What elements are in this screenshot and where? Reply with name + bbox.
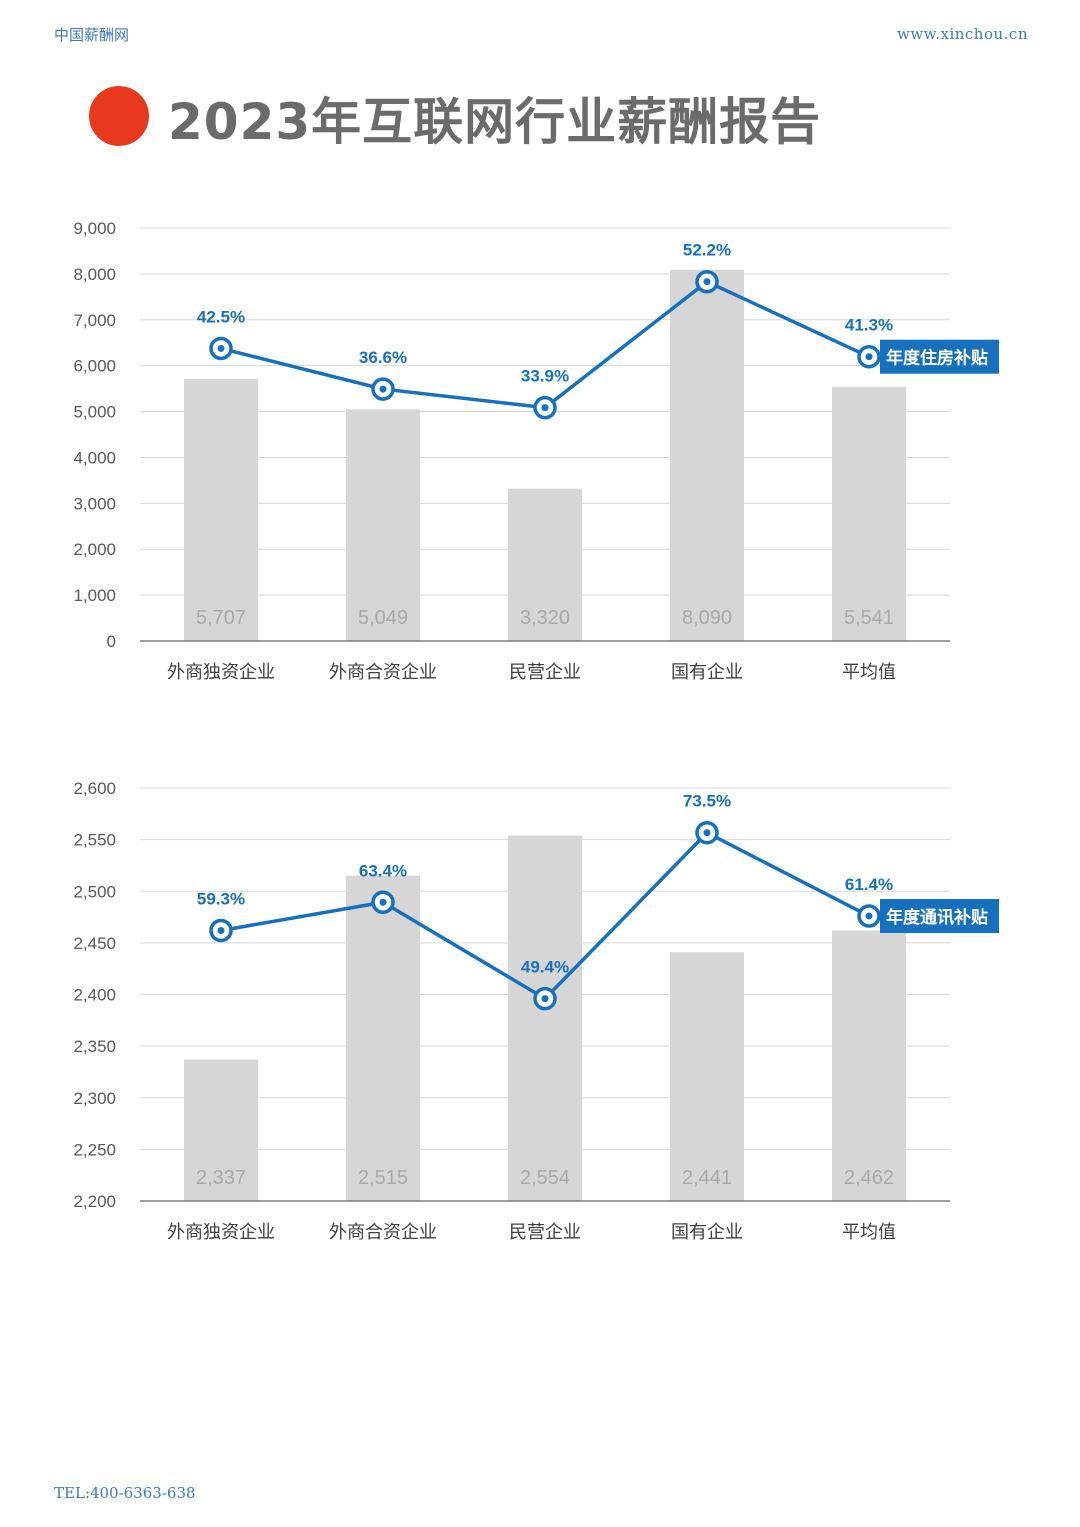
y-tick-label: 2,400	[73, 986, 116, 1005]
bar	[184, 379, 258, 641]
y-tick-label: 1,000	[73, 586, 116, 605]
line-point-center	[217, 926, 225, 934]
bar	[670, 952, 744, 1201]
y-tick-label: 0	[107, 632, 116, 651]
y-tick-label: 2,450	[73, 934, 116, 953]
y-tick-label: 7,000	[73, 311, 116, 330]
y-tick-label: 2,600	[73, 779, 116, 798]
line-data-label: 61.4%	[845, 875, 893, 894]
bar	[670, 269, 744, 641]
bar-data-label: 8,090	[682, 607, 732, 629]
line-point-center	[865, 353, 873, 361]
bar	[184, 1059, 258, 1201]
y-tick-label: 8,000	[73, 265, 116, 284]
bar	[346, 875, 420, 1201]
y-tick-label: 4,000	[73, 448, 116, 467]
y-tick-label: 3,000	[73, 494, 116, 513]
communication-subsidy-chart: 2,200 2,250 2,300 2,350 2,400 2,450 2,500 2,550…	[73, 779, 999, 1243]
bar-data-label: 3,320	[520, 607, 570, 629]
line-data-label: 49.4%	[521, 958, 569, 977]
line-point-center	[379, 385, 387, 393]
footer-tel: TEL:400-6363-638	[54, 1484, 196, 1502]
y-tick-label: 2,000	[73, 540, 116, 559]
bar	[508, 488, 582, 641]
x-tick-label: 外商独资企业	[167, 662, 275, 683]
bar	[832, 930, 906, 1201]
x-tick-label: 平均值	[842, 662, 896, 683]
y-tick-label: 2,500	[73, 882, 116, 901]
series-name-tag	[880, 899, 999, 934]
line-data-label: 42.5%	[197, 307, 245, 326]
x-tick-label: 国有企业	[671, 1222, 743, 1243]
title-dot-icon	[89, 86, 149, 146]
x-tick-label: 外商合资企业	[329, 1222, 437, 1243]
x-tick-label: 民营企业	[509, 662, 581, 683]
bar-data-label: 2,462	[844, 1167, 894, 1189]
line-point-center	[703, 829, 711, 837]
line-data-label: 36.6%	[359, 348, 407, 367]
bar-data-label: 5,707	[196, 607, 246, 629]
bar-data-label: 2,515	[358, 1167, 408, 1189]
line-data-label: 33.9%	[521, 367, 569, 386]
y-tick-label: 2,550	[73, 831, 116, 850]
line-point-center	[703, 278, 711, 286]
y-tick-label: 9,000	[73, 219, 116, 238]
line-series-path	[220, 279, 870, 410]
site-name: 中国薪酬网	[54, 26, 130, 44]
line-point-center	[217, 344, 225, 352]
bar-data-label: 2,441	[682, 1167, 732, 1189]
x-tick-label: 平均值	[842, 1222, 896, 1243]
bar-data-label: 2,554	[520, 1167, 570, 1189]
line-point-center	[865, 912, 873, 920]
y-tick-label: 2,250	[73, 1140, 116, 1159]
bar-data-label: 5,049	[358, 607, 408, 629]
x-tick-label: 国有企业	[671, 662, 743, 683]
line-point-center	[541, 995, 549, 1003]
line-data-label: 52.2%	[683, 241, 731, 260]
y-tick-label: 2,350	[73, 1037, 116, 1056]
line-data-label: 73.5%	[683, 792, 731, 811]
y-tick-label: 2,300	[73, 1089, 116, 1108]
bar	[508, 835, 582, 1201]
y-tick-label: 2,200	[73, 1192, 116, 1211]
site-url[interactable]: www.xinchou.cn	[896, 25, 1028, 43]
line-point-center	[541, 404, 549, 412]
x-tick-label: 外商独资企业	[167, 1222, 275, 1243]
series-name-tag	[880, 339, 999, 374]
line-point-center	[379, 898, 387, 906]
line-data-label: 63.4%	[359, 861, 407, 880]
bar	[832, 386, 906, 641]
bar-data-label: 5,541	[844, 607, 894, 629]
line-data-label: 59.3%	[197, 889, 245, 908]
x-tick-label: 外商合资企业	[329, 662, 437, 683]
y-tick-label: 6,000	[73, 357, 116, 376]
line-data-label: 41.3%	[845, 316, 893, 335]
x-tick-label: 民营企业	[509, 1222, 581, 1243]
page-title: 2023年互联网行业薪酬报告	[168, 93, 822, 151]
housing-subsidy-chart: 0 1,000 2,000 3,000 4,000 5,000 6,000 7,000 8,00…	[73, 219, 999, 683]
series-name-label: 年度通讯补贴	[886, 907, 988, 928]
series-name-label: 年度住房补贴	[886, 348, 988, 369]
bar	[346, 409, 420, 641]
y-tick-label: 5,000	[73, 403, 116, 422]
bar-data-label: 2,337	[196, 1167, 246, 1189]
